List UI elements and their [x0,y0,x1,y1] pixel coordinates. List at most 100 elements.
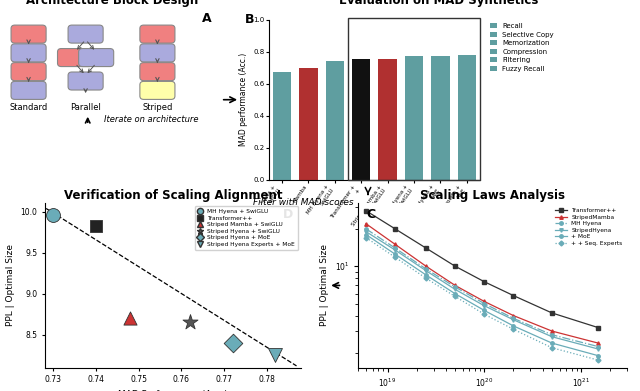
MH Hyena [548,332,556,337]
MH Hyena [362,226,370,231]
+ + Seq. Experts [481,312,488,317]
Transformer++ [594,325,602,330]
StripedMamba [451,283,459,288]
Bar [326,61,344,180]
Line: + + Seq. Experts: + + Seq. Experts [364,236,600,362]
Point [227,340,237,346]
Transformer++ [509,293,517,298]
StripedMamba [362,221,370,226]
FancyBboxPatch shape [140,81,175,99]
Text: D: D [283,208,293,221]
FancyBboxPatch shape [68,72,103,90]
+ + Seq. Experts [509,327,517,332]
Line: Transformer++: Transformer++ [364,209,600,329]
FancyBboxPatch shape [140,44,175,62]
Line: MH Hyena: MH Hyena [364,227,600,348]
+ MoE [451,291,459,296]
Text: Filter with MAD scores: Filter with MAD scores [253,198,353,207]
+ MoE [422,273,430,277]
Y-axis label: PPL | Optimal Size: PPL | Optimal Size [6,244,15,326]
FancyBboxPatch shape [140,25,175,43]
X-axis label: MAD Performance (Acc.): MAD Performance (Acc.) [118,390,228,391]
Point [91,223,101,230]
StripedHyena [422,268,430,273]
+ MoE [548,341,556,345]
StripedHyena [391,248,399,253]
Line: + MoE: + MoE [364,233,600,357]
Text: Parallel: Parallel [70,102,101,111]
Line: StripedMamba: StripedMamba [364,222,600,345]
+ + Seq. Experts [594,358,602,362]
Title: Evaluation on MAD Synthetics: Evaluation on MAD Synthetics [339,0,538,7]
Bar [352,59,371,180]
+ MoE [509,324,517,328]
MH Hyena [451,285,459,289]
StripedHyena [509,317,517,322]
StripedMamba [422,264,430,269]
Legend: MH Hyena + SwiGLU, Transformer++, Striped Mamba + SwiGLU, Striped Hyena + SwiGLU: MH Hyena + SwiGLU, Transformer++, Stripe… [195,206,298,250]
FancyBboxPatch shape [11,44,46,62]
FancyBboxPatch shape [58,48,93,66]
+ + Seq. Experts [451,294,459,299]
Transformer++ [481,279,488,284]
Bar [378,59,397,180]
StripedHyena [594,347,602,352]
FancyBboxPatch shape [11,81,46,99]
Transformer++ [362,208,370,213]
+ MoE [594,353,602,358]
Point [185,319,195,325]
+ MoE [362,232,370,237]
Bar [299,68,317,180]
+ + Seq. Experts [548,345,556,350]
Transformer++ [391,226,399,231]
Title: Verification of Scaling Alignment: Verification of Scaling Alignment [63,189,282,202]
MH Hyena [422,267,430,271]
Text: Iterate on architecture: Iterate on architecture [104,115,198,124]
Y-axis label: PPL | Optimal Size: PPL | Optimal Size [320,244,329,326]
Bar [404,56,423,180]
+ + Seq. Experts [422,276,430,281]
Text: Striped: Striped [142,102,173,111]
Transformer++ [422,246,430,251]
FancyBboxPatch shape [140,63,175,81]
Text: Standard: Standard [10,102,48,111]
FancyBboxPatch shape [68,25,103,43]
Title: Scaling Laws Analysis: Scaling Laws Analysis [420,189,565,202]
Point [270,352,280,358]
Legend: Transformer++, StripedMamba, MH Hyena, StripedHyena, + MoE, + + Seq. Experts: Transformer++, StripedMamba, MH Hyena, S… [553,206,624,248]
Bar [431,56,450,180]
MH Hyena [391,246,399,251]
MH Hyena [509,316,517,321]
Text: C: C [367,208,376,221]
StripedMamba [391,242,399,247]
Title: Architecture Block Design: Architecture Block Design [26,0,198,7]
+ MoE [391,252,399,256]
MH Hyena [594,344,602,349]
Transformer++ [451,264,459,269]
+ MoE [481,308,488,313]
StripedMamba [509,313,517,318]
Point [125,315,135,321]
Transformer++ [548,310,556,315]
Line: StripedHyena: StripedHyena [364,230,600,351]
MH Hyena [481,301,488,306]
+ + Seq. Experts [362,235,370,240]
StripedHyena [548,334,556,339]
Legend: Recall, Selective Copy, Memorization, Compression, Filtering, Fuzzy Recall: Recall, Selective Copy, Memorization, Co… [490,23,554,72]
Point [48,212,58,218]
StripedHyena [451,287,459,292]
FancyBboxPatch shape [11,63,46,81]
StripedHyena [481,303,488,308]
Text: A: A [202,12,212,25]
FancyBboxPatch shape [11,25,46,43]
Y-axis label: MAD performance (Acc.): MAD performance (Acc.) [239,53,248,146]
Text: B: B [245,13,254,27]
StripedMamba [548,329,556,334]
StripedMamba [594,341,602,345]
Bar [458,55,476,180]
StripedMamba [481,299,488,304]
FancyBboxPatch shape [79,48,114,66]
+ + Seq. Experts [391,255,399,260]
Bar [273,72,291,180]
StripedHyena [362,229,370,234]
